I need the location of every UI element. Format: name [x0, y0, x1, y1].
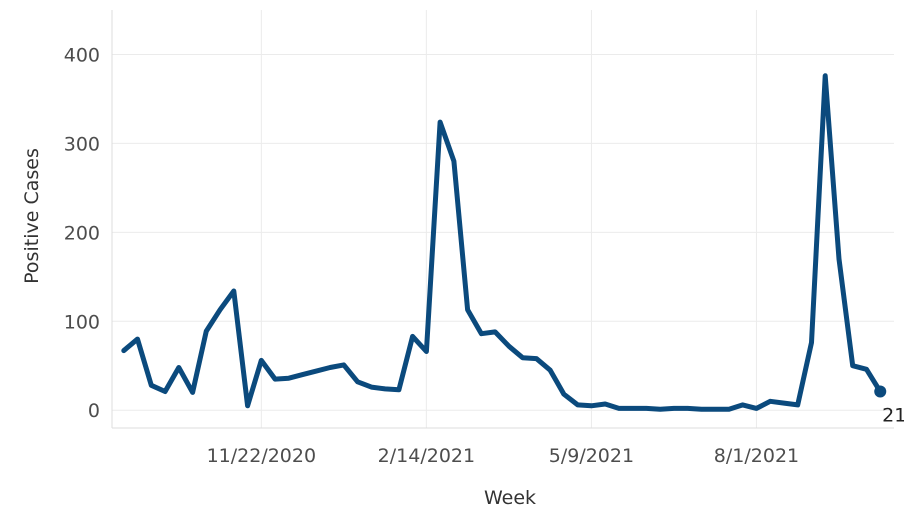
y-tick-label: 0	[88, 400, 100, 422]
series-layer: 21	[121, 73, 904, 427]
x-axis-title: Week	[484, 487, 536, 509]
x-tick-label: 8/1/2021	[714, 445, 799, 467]
labels: Week Positive Cases	[21, 148, 536, 509]
y-axis-title: Positive Cases	[21, 148, 43, 284]
x-tick-label: 5/9/2021	[549, 445, 634, 467]
end-value-label: 21	[882, 405, 904, 427]
y-tick-label: 200	[64, 222, 100, 244]
series-line	[121, 73, 883, 412]
y-tick-label: 100	[64, 311, 100, 333]
y-tick-label: 300	[64, 133, 100, 155]
gridlines	[112, 10, 894, 428]
y-tick-label: 400	[64, 44, 100, 66]
axes: 0 100 200 300 400 11/22/2020 2/14/2021 5/9/2021…	[64, 10, 894, 467]
x-tick-label: 11/22/2020	[207, 445, 317, 467]
x-tick-label: 2/14/2021	[378, 445, 475, 467]
end-point-marker	[874, 385, 887, 398]
